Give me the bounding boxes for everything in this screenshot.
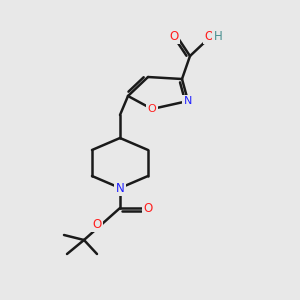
Text: N: N (116, 182, 124, 194)
Text: O: O (143, 202, 153, 214)
Text: O: O (92, 218, 102, 230)
Text: H: H (214, 29, 222, 43)
Text: O: O (204, 29, 214, 43)
Text: N: N (184, 96, 192, 106)
Text: O: O (169, 29, 178, 43)
Text: O: O (148, 104, 156, 114)
